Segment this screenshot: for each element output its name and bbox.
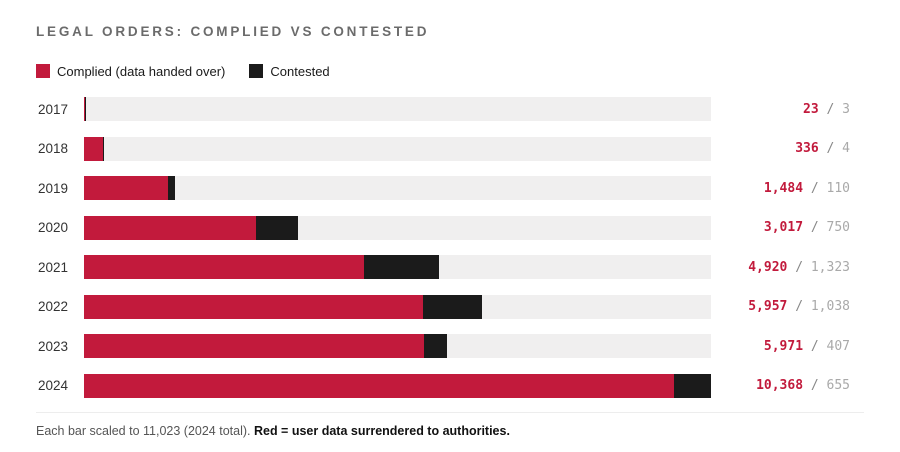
year-label: 2022 — [37, 299, 68, 314]
value-slash: / — [818, 141, 843, 156]
complied-bar-segment — [84, 215, 256, 240]
bar-row: 2017 23 / 3 — [36, 97, 864, 121]
complied-bar-segment — [84, 97, 86, 121]
bar-row: 2023 5,971 / 407 — [36, 334, 864, 358]
contested-bar-segment — [673, 373, 711, 398]
contested-value: 1,038 — [810, 299, 850, 314]
contested-swatch-icon — [249, 64, 264, 78]
value-slash: / — [787, 299, 811, 314]
value-slash: / — [818, 101, 843, 117]
complied-value: 1,484 — [763, 180, 804, 196]
contested-value: 3 — [842, 101, 850, 117]
value-label: 3,017 / 750 — [711, 220, 864, 235]
contested-bar-segment — [255, 215, 299, 240]
complied-bar-segment — [84, 136, 104, 161]
value-label: 1,484 / 110 — [711, 181, 864, 196]
contested-value: 407 — [826, 338, 850, 354]
year-label: 2023 — [37, 338, 68, 354]
contested-value: 110 — [826, 180, 850, 196]
value-label: 4,920 / 1,323 — [711, 260, 864, 275]
contested-bar-segment — [422, 294, 482, 319]
value-label: 5,957 / 1,038 — [711, 299, 864, 314]
contested-bar-segment — [168, 176, 175, 200]
footnote: Each bar scaled to 11,023 (2024 total). … — [36, 423, 864, 439]
value-slash: / — [803, 338, 827, 354]
bar-row: 2021 4,920 / 1,323 — [36, 255, 864, 279]
legend: Complied (data handed over) Contested — [36, 63, 864, 79]
footnote-plain: Each bar scaled to 11,023 (2024 total). — [36, 423, 254, 438]
complied-value: 23 — [803, 101, 819, 117]
complied-bar-segment — [84, 294, 423, 319]
complied-value: 5,971 — [763, 338, 804, 354]
contested-value: 655 — [826, 378, 850, 393]
contested-value: 4 — [842, 141, 850, 156]
bar-rows: 2017 23 / 3 2018 336 / 4 2019 1,484 / 11… — [36, 97, 864, 398]
contested-bar-segment — [363, 255, 440, 279]
complied-value: 336 — [795, 141, 819, 156]
year-label: 2017 — [37, 101, 68, 117]
complied-value: 3,017 — [763, 220, 804, 235]
contested-value: 1,323 — [810, 259, 850, 275]
year-label: 2020 — [37, 220, 68, 235]
bar-track — [84, 97, 711, 121]
complied-bar-segment — [84, 334, 424, 358]
complied-value: 4,920 — [748, 259, 788, 275]
bar-row: 2020 3,017 / 750 — [36, 215, 864, 240]
legend-complied-label: Complied (data handed over) — [57, 63, 226, 79]
bar-track — [84, 255, 711, 279]
contested-value: 750 — [826, 220, 850, 235]
chart-title: LEGAL ORDERS: COMPLIED VS CONTESTED — [36, 24, 430, 39]
bar-row: 2018 336 / 4 — [36, 136, 864, 161]
bar-row: 2024 10,368 / 655 — [36, 373, 864, 398]
year-label: 2018 — [37, 141, 68, 156]
bar-track — [84, 373, 711, 398]
value-slash: / — [803, 220, 827, 235]
complied-value: 10,368 — [756, 378, 804, 393]
bar-track — [84, 215, 711, 240]
value-slash: / — [803, 180, 827, 196]
footnote-divider — [36, 411, 864, 413]
complied-bar-segment — [84, 373, 674, 398]
value-label: 10,368 / 655 — [711, 378, 864, 393]
value-label: 5,971 / 407 — [711, 339, 864, 354]
value-label: 336 / 4 — [711, 141, 864, 156]
complied-bar-segment — [84, 255, 364, 279]
bar-row: 2022 5,957 / 1,038 — [36, 294, 864, 319]
year-label: 2024 — [37, 378, 68, 393]
year-label: 2021 — [37, 259, 68, 275]
year-label: 2019 — [37, 180, 68, 196]
value-label: 23 / 3 — [711, 102, 864, 117]
value-slash: / — [803, 378, 827, 393]
legend-item-complied: Complied (data handed over) — [36, 64, 225, 79]
legend-item-contested: Contested — [249, 63, 330, 79]
complied-bar-segment — [84, 176, 169, 200]
bar-track — [84, 294, 711, 319]
footnote-bold: Red = user data surrendered to authoriti… — [253, 423, 510, 438]
contested-bar-segment — [423, 334, 447, 358]
bar-row: 2019 1,484 / 110 — [36, 176, 864, 200]
bar-track — [84, 136, 711, 161]
bar-track — [84, 334, 711, 358]
complied-swatch-icon — [36, 64, 50, 78]
bar-track — [84, 176, 711, 200]
value-slash: / — [787, 259, 811, 275]
legend-contested-label: Contested — [270, 63, 330, 79]
complied-value: 5,957 — [748, 299, 788, 314]
